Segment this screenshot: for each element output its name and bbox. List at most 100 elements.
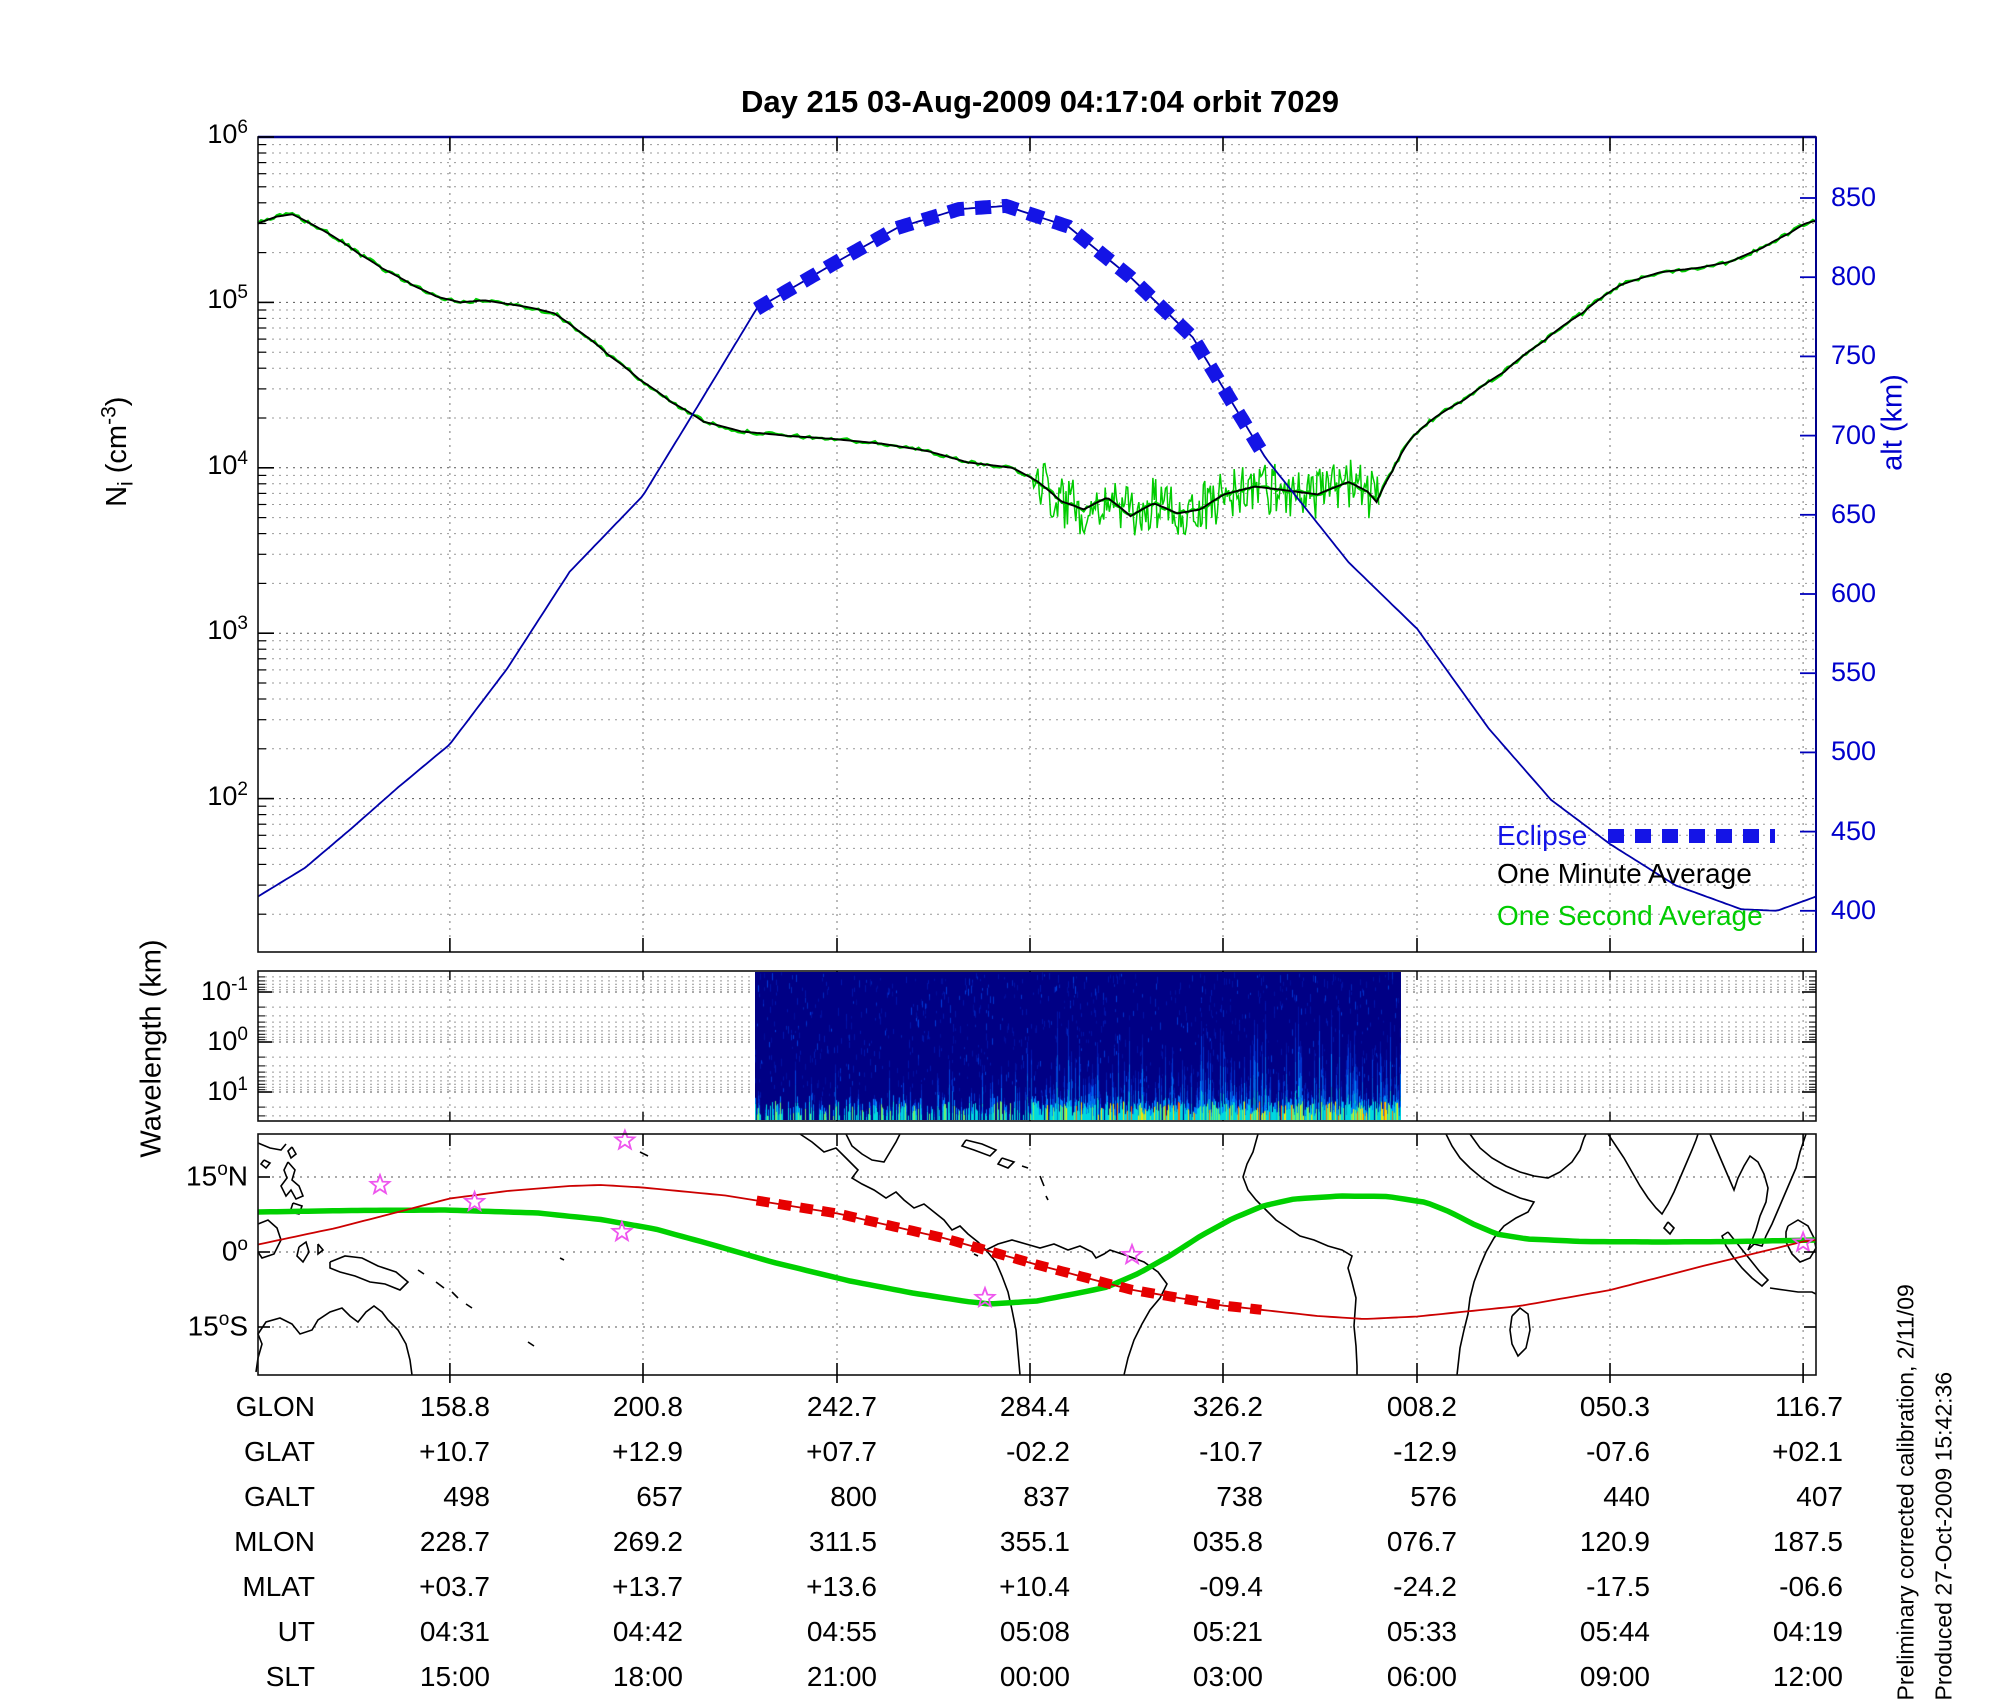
- page-title: Day 215 03-Aug-2009 04:17:04 orbit 7029: [741, 84, 1339, 119]
- coastline: [1709, 1133, 1807, 1251]
- table-cell-slt: 03:00: [1192, 1661, 1263, 1692]
- legend-one-second-average: One Second Average: [1497, 900, 1763, 931]
- table-cell-mlon: 311.5: [809, 1526, 877, 1557]
- wavelength-spectrogram-image: [755, 972, 1401, 1120]
- table-cell-glon: 242.7: [806, 1391, 877, 1422]
- coastline: [259, 1159, 272, 1170]
- coastline: [1021, 1165, 1029, 1169]
- table-cell-ut: 04:19: [1772, 1616, 1843, 1647]
- table-cell-mlat: -17.5: [1586, 1571, 1650, 1602]
- table-cell-slt: 09:00: [1579, 1661, 1650, 1692]
- one-second-average-noise: [1031, 459, 1380, 536]
- map-lat-label: 0o: [221, 1234, 248, 1267]
- table-cell-ut: 05:08: [999, 1616, 1070, 1647]
- table-cell-galt: 738: [1216, 1481, 1263, 1512]
- table-cell-glat: +07.7: [806, 1436, 877, 1467]
- ni-tick-label: 103: [207, 613, 248, 645]
- coastline: [329, 1255, 410, 1291]
- alt-tick-label: 450: [1831, 816, 1877, 846]
- coastline: [527, 1341, 535, 1347]
- table-cell-glon: 008.2: [1386, 1391, 1457, 1422]
- calibration-note: Preliminary corrected calibration, 2/11/…: [1892, 1284, 1919, 1700]
- alt-tick-label: 650: [1831, 499, 1877, 529]
- coastline: [985, 1239, 1168, 1376]
- table-cell-mlon: 035.8: [1192, 1526, 1263, 1557]
- map-panel-border: [257, 1133, 1817, 1376]
- ground-station-star: [973, 1285, 997, 1309]
- alt-tick-label: 700: [1831, 420, 1877, 450]
- alt-tick-label: 550: [1831, 657, 1877, 687]
- table-cell-mlat: -09.4: [1199, 1571, 1263, 1602]
- table-cell-glat: +02.1: [1772, 1436, 1843, 1467]
- coastline: [845, 1133, 901, 1163]
- coastline: [996, 1157, 1016, 1169]
- table-cell-mlon: 355.1: [999, 1526, 1070, 1557]
- table-cell-glon: 158.8: [419, 1391, 490, 1422]
- ground-station-star: [462, 1189, 487, 1213]
- legend-one-minute-average: One Minute Average: [1497, 858, 1752, 889]
- table-row-label: GALT: [243, 1481, 315, 1512]
- coastline: [973, 1253, 979, 1257]
- coastline: [639, 1151, 649, 1157]
- wavelength-tick-label: 100: [207, 1024, 248, 1056]
- coastline: [417, 1269, 425, 1275]
- table-cell-ut: 04:31: [419, 1616, 490, 1647]
- table-row-label: MLON: [234, 1526, 315, 1557]
- coastline: [960, 1139, 998, 1157]
- table-cell-ut: 05:33: [1386, 1616, 1457, 1647]
- table-cell-slt: 12:00: [1772, 1661, 1843, 1692]
- coastline: [435, 1281, 445, 1289]
- alt-tick-label: 750: [1831, 340, 1877, 370]
- wavelength-tick-label: 101: [207, 1074, 248, 1106]
- table-cell-ut: 05:44: [1579, 1616, 1650, 1647]
- legend-eclipse: Eclipse: [1497, 820, 1588, 851]
- wavelength-panel-border: [257, 970, 1817, 1122]
- table-cell-mlon: 120.9: [1579, 1526, 1650, 1557]
- ground-station-star: [1791, 1229, 1816, 1253]
- coastline: [1469, 1133, 1587, 1179]
- coastline: [1607, 1133, 1699, 1216]
- table-cell-glat: +12.9: [612, 1436, 683, 1467]
- coastline: [799, 1133, 1021, 1376]
- table-cell-glat: -07.6: [1586, 1436, 1650, 1467]
- table-row-label: SLT: [265, 1661, 315, 1692]
- table-cell-galt: 440: [1603, 1481, 1650, 1512]
- table-cell-mlat: -24.2: [1393, 1571, 1457, 1602]
- map-lat-label: 15oS: [187, 1309, 248, 1342]
- table-row-label: GLAT: [243, 1436, 315, 1467]
- table-cell-galt: 498: [443, 1481, 490, 1512]
- table-cell-ut: 05:21: [1192, 1616, 1263, 1647]
- ground-station-star: [612, 1127, 637, 1151]
- table-cell-mlat: +10.4: [999, 1571, 1070, 1602]
- table-cell-galt: 407: [1796, 1481, 1843, 1512]
- table-cell-glat: -02.2: [1006, 1436, 1070, 1467]
- table-cell-mlon: 076.7: [1386, 1526, 1457, 1557]
- ni-axis-label: Ni (cm-3): [97, 396, 138, 507]
- coastline: [1509, 1306, 1531, 1358]
- coastline: [559, 1257, 565, 1261]
- alt-tick-label: 500: [1831, 736, 1877, 766]
- ground-station-star: [609, 1219, 634, 1243]
- coastline: [1242, 1133, 1358, 1375]
- coastline: [451, 1291, 459, 1299]
- table-cell-galt: 576: [1410, 1481, 1457, 1512]
- table-cell-glon: 326.2: [1192, 1391, 1263, 1422]
- coastline: [257, 1142, 287, 1151]
- table-cell-galt: 837: [1023, 1481, 1070, 1512]
- coastline: [1045, 1195, 1049, 1201]
- produced-note: Produced 27-Oct-2009 15:42:36: [1930, 1371, 1957, 1700]
- table-cell-galt: 800: [830, 1481, 877, 1512]
- alt-tick-label: 600: [1831, 578, 1877, 608]
- coastline: [1039, 1175, 1045, 1187]
- table-cell-ut: 04:42: [612, 1616, 683, 1647]
- coastline: [287, 1146, 298, 1160]
- wavelength-tick-label: 10-1: [201, 974, 248, 1006]
- magnetic-equator-line: [257, 1193, 1817, 1307]
- table-cell-slt: 00:00: [999, 1661, 1070, 1692]
- coastline: [465, 1303, 473, 1309]
- table-cell-glon: 116.7: [1775, 1391, 1843, 1422]
- table-cell-mlon: 269.2: [612, 1526, 683, 1557]
- coastline: [317, 1243, 325, 1256]
- table-row-label: MLAT: [242, 1571, 315, 1602]
- table-cell-mlat: +13.7: [612, 1571, 683, 1602]
